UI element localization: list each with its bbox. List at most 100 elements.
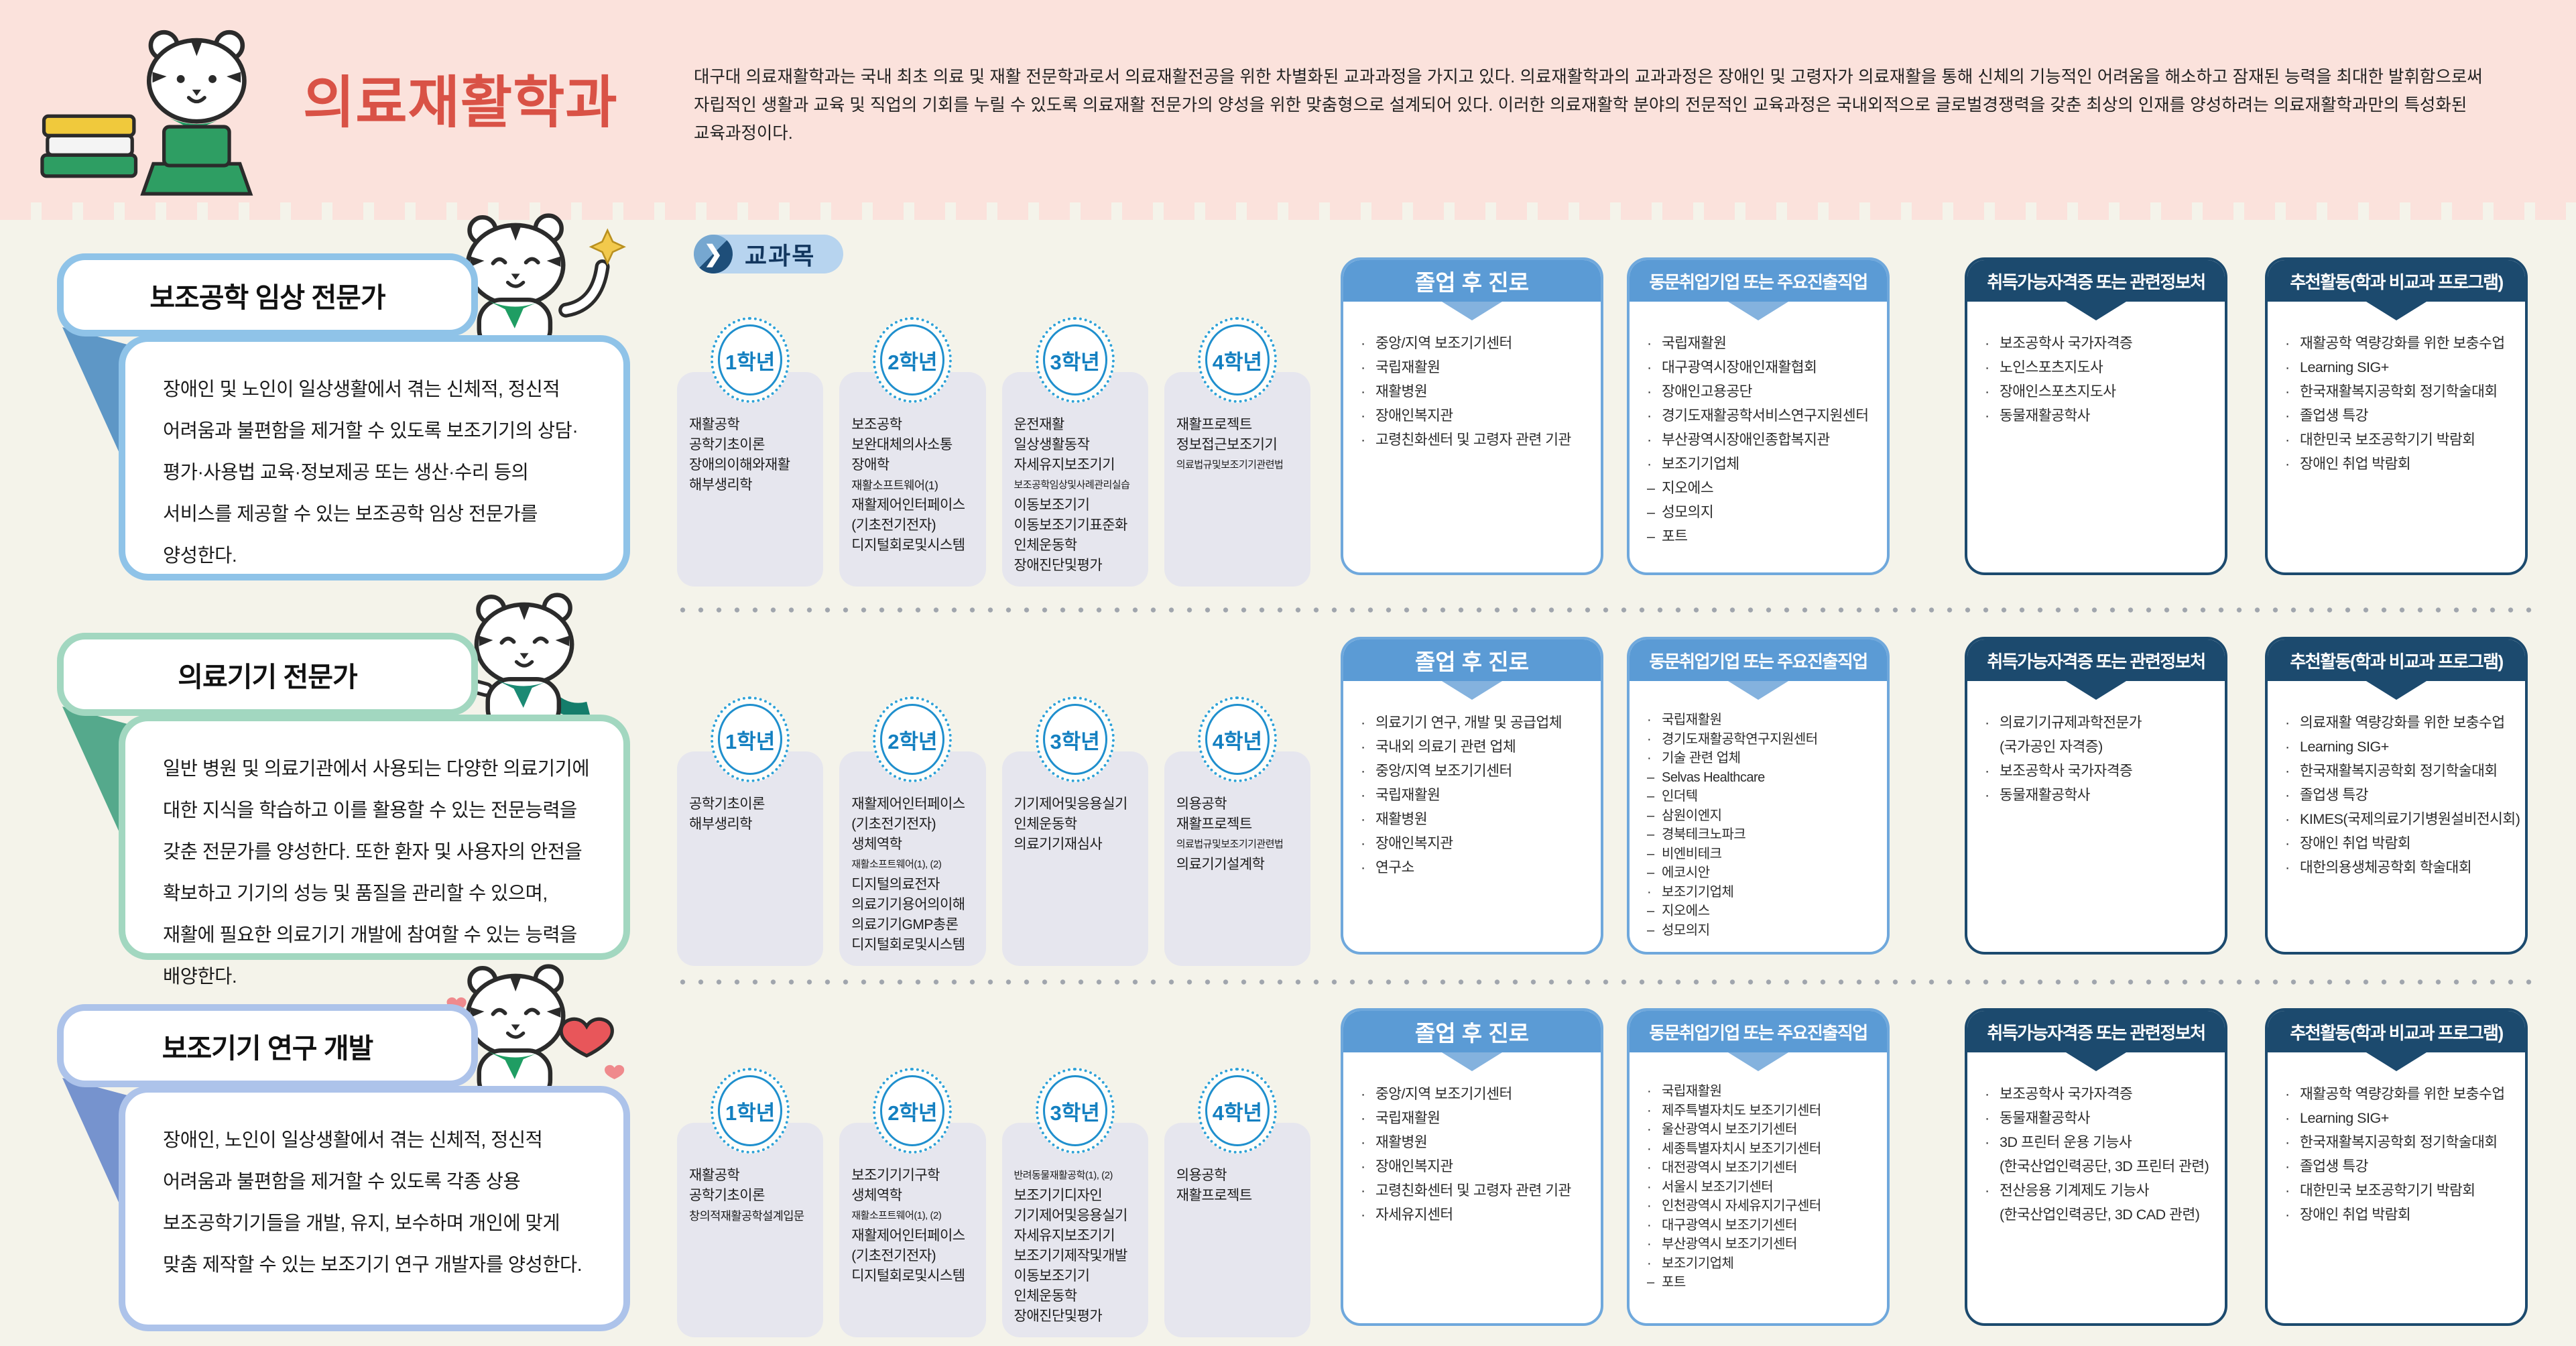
list-item-text: 서울시 보조기기센터 (1662, 1179, 1774, 1195)
course-list: 의용공학 재활프로젝트 (1176, 1166, 1300, 1206)
list-item: 재활프로젝트 (1176, 816, 1252, 832)
list-item: – 삼원이엔지 (1647, 806, 1876, 826)
list-item-text: 울산광역시 보조기기센터 (1662, 1122, 1797, 1137)
bullet: · (1647, 1217, 1652, 1233)
list-item: · 동물재활공학사 (1985, 783, 2214, 807)
track-panel: 보조기기 연구 개발 장애인, 노인이 일상생활에서 겪는 신체적, 정신적 어… (57, 964, 630, 1334)
list-item: 자세유지보조기기 (1014, 457, 1115, 473)
list-item-text: 경기도재활공학연구지원센터 (1662, 731, 1818, 747)
track-row-medical-device-expert: 의료기기 전문가 일반 병원 및 의료기관에서 사용되는 다양한 의료기기에 대… (57, 593, 2537, 987)
bullet: · (1985, 715, 1989, 731)
activities-box-header: 추천활동(학과 비교과 프로그램) (2268, 639, 2525, 681)
alumni-box: 동문취업기업 또는 주요진출직업 · 국립재활원 · 경기도재활공학연구지원센터 · 기술… (1627, 637, 1890, 955)
bullet: · (1647, 335, 1652, 351)
bullet: · (1361, 835, 1365, 851)
list-item-text: 경북테크노파크 (1662, 827, 1746, 842)
list-item: · 인천광역시 자세유지기구센터 (1647, 1197, 1876, 1216)
list-item: – 포트 (1647, 524, 1876, 548)
list-item-text: 포트 (1662, 1275, 1686, 1290)
list-item-text: 재활병원 (1375, 811, 1428, 827)
list-item-text: Learning SIG+ (2300, 739, 2389, 755)
curriculum-columns: 1학년 공학기초이론 해부생리학 2학년 재활제어인터페이스 (기초전기전자) 생체역… (677, 696, 1310, 966)
bullet: · (1647, 1084, 1652, 1099)
list-item-text: 국립재활원 (1375, 787, 1440, 803)
list-item: · KIMES(국제의료기기병원설비전시회) (2285, 807, 2520, 831)
track-description-bubble: 일반 병원 및 의료기관에서 사용되는 다양한 의료기기에 대한 지식을 학습하… (119, 715, 630, 987)
alumni-box-header: 동문취업기업 또는 주요진출직업 (1630, 1011, 1887, 1052)
list-item-text: 대한민국 보조공학기기 박람회 (2300, 432, 2475, 448)
bullet: · (1647, 1179, 1652, 1195)
list-item: · 재활공학 역량강화를 위한 보충수업 (2285, 1082, 2514, 1106)
bullet: – (1647, 808, 1654, 823)
list-item-text: 부산광역시 보조기기센터 (1662, 1237, 1797, 1251)
course-list: 보조공학 보완대체의사소통 장애학 재활소프트웨어(1) 재활제어인터페이스 (기초전기전… (851, 415, 975, 556)
year-column-2: 2학년 보조공학 보완대체의사소통 장애학 재활소프트웨어(1) 재활제어인터페이스 (기… (839, 317, 986, 587)
box-arrow-tab (2366, 1052, 2427, 1071)
bullet: · (1647, 1103, 1652, 1118)
list-item-text: 경기도재활공학서비스연구지원센터 (1662, 408, 1869, 424)
list-item: · 장애인고용공단 (1647, 379, 1876, 404)
list-item-text: 한국재활복지공학회 정기학술대회 (2300, 763, 2498, 779)
row-separator-dotted (674, 607, 2544, 613)
list-item-text: 비엔비테크 (1662, 846, 1722, 861)
year-column-1: 1학년 재활공학 공학기초이론 창의적재활공학설계입문 (677, 1068, 824, 1337)
list-item-text: 보조공학사 국가자격증 (2000, 763, 2133, 779)
list-item: · 장애인 취업 박람회 (2285, 1203, 2514, 1227)
list-item: · 보조기기업체 (1647, 452, 1876, 476)
list-item-text: 졸업생 특강 (2300, 1158, 2368, 1174)
list-item: 재활공학 (689, 1168, 740, 1183)
list-item: 인체운동학 (1014, 1288, 1078, 1304)
list-item: · Learning SIG+ (2285, 1106, 2514, 1130)
list-item: · 중앙/지역 보조기기센터 (1361, 331, 1590, 355)
bullet: · (2285, 763, 2290, 779)
list-item: 재활소프트웨어(1), (2) (851, 859, 942, 870)
list-item: 재활프로젝트 (1176, 1188, 1252, 1203)
list-item: · 재활병원 (1361, 379, 1590, 404)
list-item-text: 포트 (1662, 528, 1688, 544)
list-item-text: 기술 관련 업체 (1662, 751, 1741, 766)
curriculum-section-label: ❯ 교과목 (694, 235, 844, 273)
bullet: · (2285, 1134, 2290, 1150)
activities-box-header: 추천활동(학과 비교과 프로그램) (2268, 260, 2525, 302)
year-badge: 3학년 (1035, 1068, 1115, 1154)
list-item: 의료법규및보조기기관련법 (1176, 839, 1284, 850)
bullet: · (1361, 811, 1365, 827)
bullet: · (1361, 432, 1365, 448)
list-item: · 부산광역시 보조기기센터 (1647, 1235, 1876, 1254)
list-item: · 보조기기업체 (1647, 883, 1876, 902)
course-list: 반려동물재활공학(1), (2) 보조기기디자인 기기제어및응용실기 자세유지보조기기… (1014, 1166, 1138, 1327)
activities-list: · 의료재활 역량강화를 위한 보충수업 · Learning SIG+ · 한국재활복지… (2268, 700, 2525, 889)
bullet: · (2285, 739, 2290, 755)
list-item: 자세유지보조기기 (1014, 1228, 1115, 1243)
year-column-3: 3학년 기기제어및응용실기 인체운동학 의료기기재심사 (1001, 696, 1148, 966)
list-item: · 의료기기 연구, 개발 및 공급업체 (1361, 711, 1590, 735)
bullet: – (1647, 922, 1654, 938)
bullet: – (1647, 770, 1654, 785)
list-item: · 대한민국 보조공학기기 박람회 (2285, 1178, 2514, 1203)
list-item-text: 대구광역시 보조기기센터 (1662, 1217, 1797, 1233)
bullet: · (2285, 787, 2290, 803)
list-item: · 대구광역시 보조기기센터 (1647, 1216, 1876, 1235)
bullet: · (1647, 1141, 1652, 1156)
certs-list: · 의료기기규제과학전문가 (국가공인 자격증) · 보조공학사 국가자격증 · 동물재활공… (1967, 700, 2225, 816)
box-arrow-tab (1442, 302, 1502, 320)
list-item-text: 대한의용생체공학회 학술대회 (2300, 859, 2472, 875)
list-item: 재활프로젝트 (1176, 417, 1252, 432)
track-panel: 보조공학 임상 전문가 장애인 및 노인이 일상생활에서 겪는 신체적, 정신적… (57, 213, 630, 583)
year-label: 1학년 (725, 1101, 776, 1125)
list-item-text: 재활병원 (1375, 1134, 1428, 1150)
list-item-text: 국립재활원 (1662, 713, 1722, 727)
list-item: · 국립재활원 (1361, 1106, 1590, 1130)
track-description-bubble: 장애인, 노인이 일상생활에서 겪는 신체적, 정신적 어려움과 불편함을 제거… (119, 1086, 630, 1331)
list-item-text: 졸업생 특강 (2300, 408, 2368, 424)
list-item-text: 보조기기업체 (1662, 884, 1734, 900)
list-item: (국가공인 자격증) (1985, 735, 2214, 759)
box-arrow-tab (2066, 681, 2126, 700)
list-item-text: 제주특별자치도 보조기기센터 (1662, 1103, 1821, 1118)
bullet: – (1647, 865, 1654, 880)
bullet: · (2285, 715, 2290, 731)
track-description: 장애인, 노인이 일상생활에서 겪는 신체적, 정신적 어려움과 불편함을 제거… (163, 1129, 582, 1276)
list-item: · 졸업생 특강 (2285, 783, 2514, 807)
list-item: · 제주특별자치도 보조기기센터 (1647, 1101, 1876, 1121)
year-label: 4학년 (1212, 350, 1263, 374)
